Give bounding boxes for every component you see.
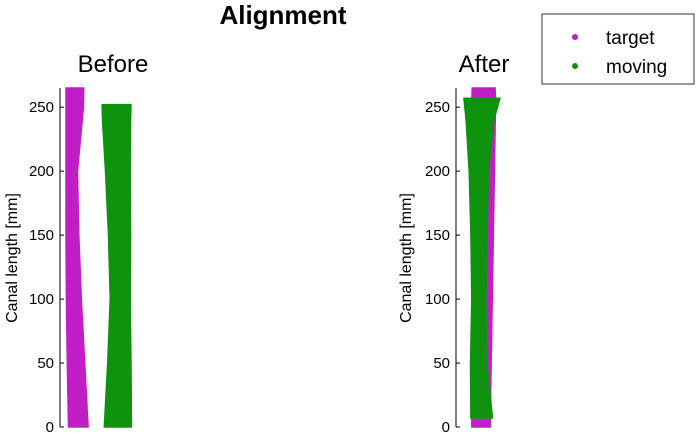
y-axis-label-after: Canal length [mm] [398, 193, 415, 323]
y-tick-label-after: 0 [442, 419, 450, 436]
y-tick-label-after: 100 [425, 291, 450, 308]
panel-before: Before 0 50 100 150 200 250 Canal length [mm] [4, 51, 148, 436]
panel-after: After 0 50 100 150 200 250 Canal length [mm] [398, 51, 509, 436]
y-tick-label-after: 50 [433, 355, 450, 372]
legend: target moving [541, 13, 695, 85]
y-axis-before: 0 50 100 150 200 250 [29, 88, 64, 436]
y-tick-label-before: 0 [46, 419, 54, 436]
y-tick-label-before: 200 [29, 163, 54, 180]
y-axis-label-before: Canal length [mm] [4, 193, 21, 323]
y-tick-label-before: 150 [29, 227, 54, 244]
y-tick-label-after: 150 [425, 227, 450, 244]
y-axis-after: 0 50 100 150 200 250 [425, 88, 460, 436]
legend-box [541, 13, 695, 85]
series-moving-before [101, 103, 133, 428]
figure-suptitle: Alignment [219, 0, 346, 30]
legend-label-moving: moving [606, 57, 667, 78]
y-tick-label-after: 250 [425, 99, 450, 116]
legend-marker-moving [572, 63, 578, 69]
plot-area-before [65, 87, 133, 428]
legend-label-target: target [606, 28, 655, 49]
y-tick-label-before: 250 [29, 99, 54, 116]
y-tick-label-before: 100 [29, 291, 54, 308]
series-target-before [65, 87, 89, 428]
y-tick-label-before: 50 [37, 355, 54, 372]
panel-title-after: After [459, 51, 510, 78]
y-tick-label-after: 200 [425, 163, 450, 180]
legend-marker-target [572, 34, 578, 40]
plot-area-after [463, 87, 501, 428]
panel-title-before: Before [78, 51, 149, 78]
series-moving-after [463, 97, 501, 419]
